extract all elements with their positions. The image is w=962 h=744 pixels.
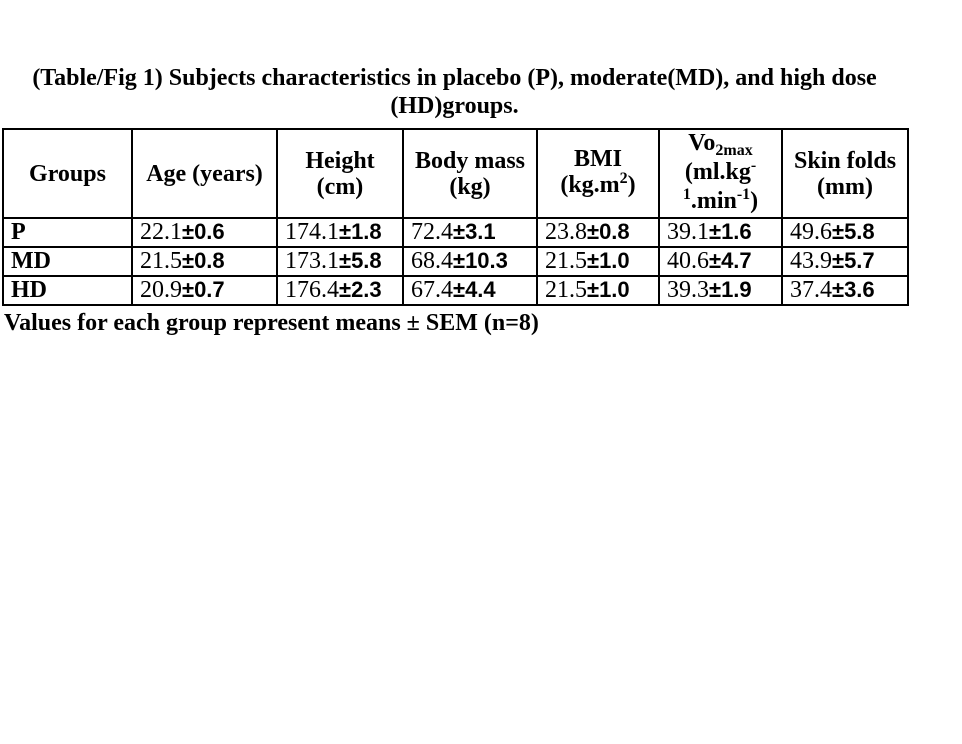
mean-value: 72.4 bbox=[411, 219, 453, 245]
sem-value: ±4.4 bbox=[453, 277, 496, 302]
sem-value: ±1.0 bbox=[587, 277, 630, 302]
mean-value: 67.4 bbox=[411, 277, 453, 303]
subjects-characteristics-table: Groups Age (years) Height (cm) Body mass (kg)… bbox=[2, 128, 909, 306]
sem-value: ±0.8 bbox=[587, 219, 630, 244]
value-cell-bmi: 21.5±1.0 bbox=[536, 275, 660, 306]
table-row-hd: HD 20.9±0.7 176.4±2.3 67.4±4.4 21.5±1.0 39.3±… bbox=[2, 275, 909, 306]
mean-value: 39.1 bbox=[667, 219, 709, 245]
mean-value: 23.8 bbox=[545, 219, 587, 245]
sem-value: ±1.0 bbox=[587, 248, 630, 273]
value-cell-body-mass: 67.4±4.4 bbox=[402, 275, 538, 306]
table-footnote: Values for each group represent means ± … bbox=[4, 310, 539, 336]
figure-title-line2: (HD)groups. bbox=[390, 93, 519, 119]
sem-value: ±10.3 bbox=[453, 248, 508, 273]
value-cell-bmi: 23.8±0.8 bbox=[536, 217, 660, 248]
sem-value: ±3.1 bbox=[453, 219, 496, 244]
mean-value: 21.5 bbox=[140, 248, 182, 274]
sem-value: ±1.9 bbox=[709, 277, 752, 302]
value-cell-body-mass: 68.4±10.3 bbox=[402, 246, 538, 277]
figure-page: (Table/Fig 1) Subjects characteristics i… bbox=[0, 64, 962, 744]
sem-value: ±5.8 bbox=[339, 248, 382, 273]
column-header-skin-folds: Skin folds (mm) bbox=[781, 128, 909, 219]
row-group-label: HD bbox=[2, 275, 133, 306]
value-cell-skin-folds: 43.9±5.7 bbox=[781, 246, 909, 277]
value-cell-height: 176.4±2.3 bbox=[276, 275, 404, 306]
value-cell-age: 21.5±0.8 bbox=[131, 246, 278, 277]
value-cell-skin-folds: 49.6±5.8 bbox=[781, 217, 909, 248]
sem-value: ±0.7 bbox=[182, 277, 225, 302]
value-cell-body-mass: 72.4±3.1 bbox=[402, 217, 538, 248]
sem-value: ±5.8 bbox=[832, 219, 875, 244]
column-header-height: Height (cm) bbox=[276, 128, 404, 219]
table-row-md: MD 21.5±0.8 173.1±5.8 68.4±10.3 21.5±1.0 40.6… bbox=[2, 246, 909, 277]
mean-value: 22.1 bbox=[140, 219, 182, 245]
column-header-vo2max: Vo2max (ml.kg- 1.min-1) bbox=[658, 128, 783, 219]
figure-title-line1: (Table/Fig 1) Subjects characteristics i… bbox=[32, 65, 877, 91]
sem-value: ±0.6 bbox=[182, 219, 225, 244]
table-row-p: P 22.1±0.6 174.1±1.8 72.4±3.1 23.8±0.8 39.1±1… bbox=[2, 217, 909, 248]
mean-value: 39.3 bbox=[667, 277, 709, 303]
mean-value: 176.4 bbox=[285, 277, 339, 303]
mean-value: 49.6 bbox=[790, 219, 832, 245]
mean-value: 21.5 bbox=[545, 277, 587, 303]
sem-value: ±1.8 bbox=[339, 219, 382, 244]
sem-value: ±2.3 bbox=[339, 277, 382, 302]
value-cell-vo2max: 39.3±1.9 bbox=[658, 275, 783, 306]
sem-value: ±1.6 bbox=[709, 219, 752, 244]
sem-value: ±3.6 bbox=[832, 277, 875, 302]
figure-title: (Table/Fig 1) Subjects characteristics i… bbox=[2, 64, 907, 120]
sem-value: ±4.7 bbox=[709, 248, 752, 273]
sem-value: ±5.7 bbox=[832, 248, 875, 273]
value-cell-age: 22.1±0.6 bbox=[131, 217, 278, 248]
column-header-bmi: BMI (kg.m2) bbox=[536, 128, 660, 219]
mean-value: 174.1 bbox=[285, 219, 339, 245]
value-cell-age: 20.9±0.7 bbox=[131, 275, 278, 306]
row-group-label: P bbox=[2, 217, 133, 248]
table-header-row: Groups Age (years) Height (cm) Body mass (kg)… bbox=[2, 128, 909, 219]
mean-value: 43.9 bbox=[790, 248, 832, 274]
mean-value: 68.4 bbox=[411, 248, 453, 274]
mean-value: 173.1 bbox=[285, 248, 339, 274]
value-cell-height: 174.1±1.8 bbox=[276, 217, 404, 248]
sem-value: ±0.8 bbox=[182, 248, 225, 273]
mean-value: 37.4 bbox=[790, 277, 832, 303]
value-cell-bmi: 21.5±1.0 bbox=[536, 246, 660, 277]
value-cell-vo2max: 39.1±1.6 bbox=[658, 217, 783, 248]
value-cell-height: 173.1±5.8 bbox=[276, 246, 404, 277]
column-header-body-mass: Body mass (kg) bbox=[402, 128, 538, 219]
value-cell-vo2max: 40.6±4.7 bbox=[658, 246, 783, 277]
row-group-label: MD bbox=[2, 246, 133, 277]
mean-value: 40.6 bbox=[667, 248, 709, 274]
column-header-groups: Groups bbox=[2, 128, 133, 219]
value-cell-skin-folds: 37.4±3.6 bbox=[781, 275, 909, 306]
mean-value: 20.9 bbox=[140, 277, 182, 303]
mean-value: 21.5 bbox=[545, 248, 587, 274]
column-header-age: Age (years) bbox=[131, 128, 278, 219]
